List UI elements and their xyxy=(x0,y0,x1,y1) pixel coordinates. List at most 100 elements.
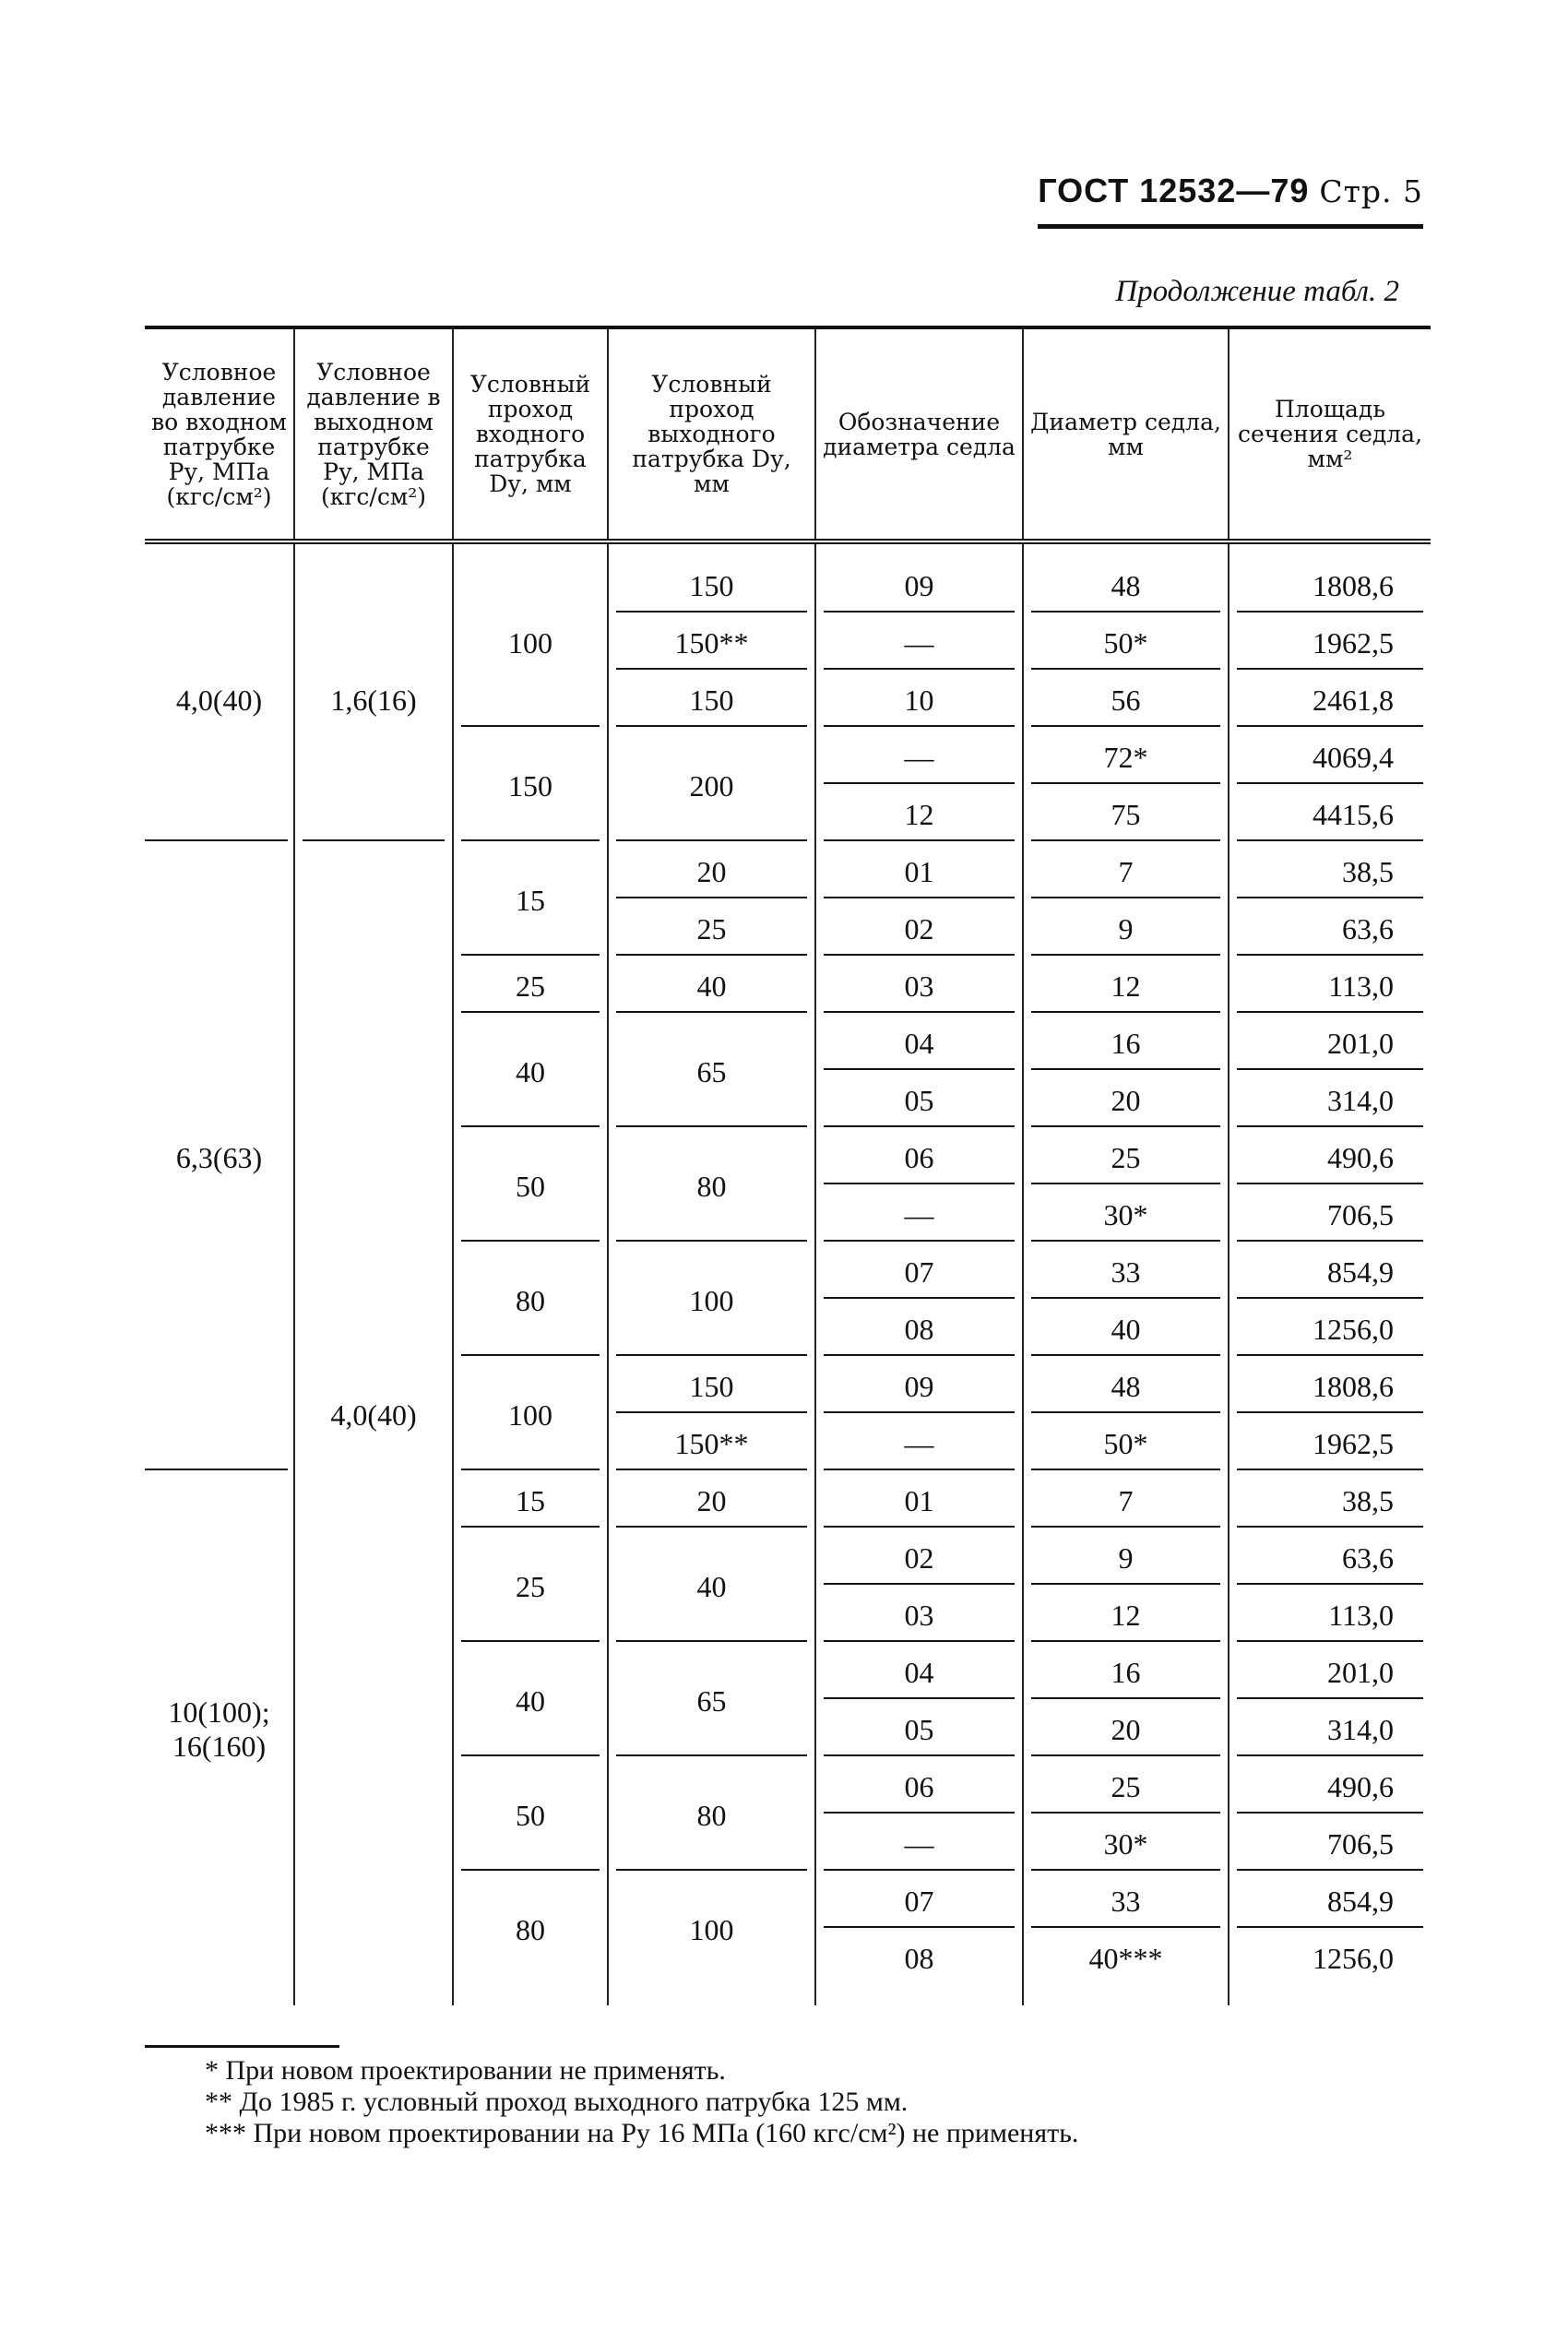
cell-p-in: 4,0(40) xyxy=(145,557,294,843)
table-row: 50 80 06 25 490,6 xyxy=(145,1758,1431,1873)
cell-seat-area: 201,0 xyxy=(1228,1644,1431,1701)
cell-seat-code: 01 xyxy=(814,1472,1023,1529)
document-header: ГОСТ 12532—79 Стр. 5 xyxy=(1038,172,1423,210)
col-header-seat-diameter: Диаметр седла, мм xyxy=(1022,327,1229,544)
cell-seat-diameter: 16 xyxy=(1022,1015,1229,1072)
cell-seat-code: 07 xyxy=(814,1873,1023,1930)
table-row: 150** —50* 1962,5 xyxy=(145,1415,1431,1472)
cell-seat-code: 08 xyxy=(814,1930,1023,1987)
cell-seat-code: 02 xyxy=(814,900,1023,957)
cell-d-out: 150 xyxy=(607,672,815,729)
table-row: 12 75 4415,6 xyxy=(145,786,1431,843)
cell-seat-diameter: 25 xyxy=(1022,1758,1229,1815)
cell-seat-area: 490,6 xyxy=(1228,1758,1431,1815)
cell-d-in: 25 xyxy=(452,957,608,1015)
cell-d-in: 25 xyxy=(452,1529,608,1644)
cell-seat-code: — xyxy=(814,1815,1023,1873)
cell-seat-diameter: 33 xyxy=(1022,1873,1229,1930)
table-continuation-label: Продолжение табл. 2 xyxy=(1115,275,1399,308)
cell-seat-code: 07 xyxy=(814,1243,1023,1301)
seat-table: Условное давление во входном патрубке Pу… xyxy=(145,326,1431,2005)
spacer-cell xyxy=(1228,1987,1431,2005)
cell-seat-code: — xyxy=(814,1186,1023,1243)
table-row: 03 12 113,0 xyxy=(145,1587,1431,1644)
table-row: 40 65 04 16 201,0 xyxy=(145,1644,1431,1758)
cell-seat-diameter: 12 xyxy=(1022,1587,1229,1644)
cell-seat-area: 314,0 xyxy=(1228,1072,1431,1129)
cell-d-in: 40 xyxy=(452,1644,608,1758)
spacer-cell xyxy=(1022,1987,1229,2005)
cell-seat-area: 63,6 xyxy=(1228,1529,1431,1587)
header-rule xyxy=(1038,224,1423,229)
cell-d-out: 65 xyxy=(607,1015,815,1129)
cell-seat-code: 02 xyxy=(814,1529,1023,1587)
cell-d-in: 50 xyxy=(452,1129,608,1243)
cell-seat-area: 706,5 xyxy=(1228,1815,1431,1873)
cell-d-in: 50 xyxy=(452,1758,608,1873)
cell-d-out: 65 xyxy=(607,1644,815,1758)
footnote-3: *** При новом проектировании на Pу 16 МП… xyxy=(205,2118,1079,2148)
table-body: 4,0(40) 1,6(16) 100 150 09 48 1808,6 150** —50* 1… xyxy=(145,541,1431,2005)
cell-seat-diameter: 33 xyxy=(1022,1243,1229,1301)
table-row: 25 40 03 12 113,0 xyxy=(145,957,1431,1015)
cell-seat-code: 09 xyxy=(814,557,1023,614)
spacer-cell xyxy=(1022,541,1229,557)
cell-d-in: 40 xyxy=(452,1015,608,1129)
table-row: 100 150 09 48 1808,6 xyxy=(145,1358,1431,1472)
table-row: 10(100); 16(160) 15 20 01 7 38,5 xyxy=(145,1472,1431,1763)
cell-seat-area: 38,5 xyxy=(1228,843,1431,900)
cell-seat-diameter: 20 xyxy=(1022,1701,1229,1758)
cell-seat-diameter: 56 xyxy=(1022,672,1229,729)
cell-seat-diameter: 40*** xyxy=(1022,1930,1229,1987)
cell-d-out: 40 xyxy=(607,1529,815,1644)
cell-d-in: 15 xyxy=(452,843,608,957)
table-header-row: Условное давление во входном патрубке Pу… xyxy=(145,327,1431,544)
cell-seat-diameter: 9 xyxy=(1022,900,1229,957)
cell-seat-diameter: 72* xyxy=(1022,729,1229,786)
table-row: —30* 706,5 xyxy=(145,1186,1431,1243)
cell-seat-area: 1962,5 xyxy=(1228,1415,1431,1472)
col-header-p-in: Условное давление во входном патрубке Pу… xyxy=(145,327,294,544)
table-row: 6,3(63) 4,0(40) 15 20 01 7 38,5 xyxy=(145,843,1431,1987)
cell-seat-area: 113,0 xyxy=(1228,957,1431,1015)
cell-p-out: 4,0(40) xyxy=(293,843,453,1987)
cell-d-in: 100 xyxy=(452,557,608,729)
table-row: 25 40 02 9 63,6 xyxy=(145,1529,1431,1644)
cell-d-out: 20 xyxy=(607,843,815,900)
table-row: 150 200—72* 4069,4 xyxy=(145,729,1431,843)
cell-seat-code: — xyxy=(814,614,1023,672)
cell-d-out: 150** xyxy=(607,614,815,672)
cell-seat-area: 706,5 xyxy=(1228,1186,1431,1243)
cell-seat-area: 1808,6 xyxy=(1228,1358,1431,1415)
cell-seat-area: 314,0 xyxy=(1228,1701,1431,1758)
cell-d-out: 150** xyxy=(607,1415,815,1472)
cell-seat-diameter: 48 xyxy=(1022,557,1229,614)
cell-d-in: 150 xyxy=(452,729,608,843)
cell-seat-area: 854,9 xyxy=(1228,1873,1431,1930)
cell-seat-code: 05 xyxy=(814,1072,1023,1129)
spacer-cell xyxy=(452,541,608,557)
table-row: —30* 706,5 xyxy=(145,1815,1431,1873)
cell-d-out: 25 xyxy=(607,900,815,957)
cell-seat-area: 4069,4 xyxy=(1228,729,1431,786)
spacer-cell xyxy=(607,541,815,557)
cell-d-out: 20 xyxy=(607,1472,815,1529)
spacer-cell xyxy=(1228,541,1431,557)
spacer-cell xyxy=(293,541,453,557)
cell-seat-area: 490,6 xyxy=(1228,1129,1431,1186)
cell-seat-diameter: 40 xyxy=(1022,1301,1229,1358)
page-number: Стр. 5 xyxy=(1319,173,1423,209)
cell-d-in: 15 xyxy=(452,1472,608,1529)
cell-seat-area: 2461,8 xyxy=(1228,672,1431,729)
cell-seat-area: 113,0 xyxy=(1228,1587,1431,1644)
cell-seat-code: — xyxy=(814,729,1023,786)
cell-seat-area: 1808,6 xyxy=(1228,557,1431,614)
col-header-seat-code: Обозначение диаметра седла xyxy=(814,327,1023,544)
table-row: 4,0(40) 1,6(16) 100 150 09 48 1808,6 xyxy=(145,557,1431,843)
table-row: 80 100 07 33 854,9 xyxy=(145,1243,1431,1358)
col-header-d-out: Условный проход выходного патрубка Dу, м… xyxy=(607,327,815,544)
cell-seat-area: 1256,0 xyxy=(1228,1930,1431,1987)
cell-seat-diameter: 16 xyxy=(1022,1644,1229,1701)
spacer-cell xyxy=(145,1987,294,2005)
table-row: 08 40 1256,0 xyxy=(145,1301,1431,1358)
